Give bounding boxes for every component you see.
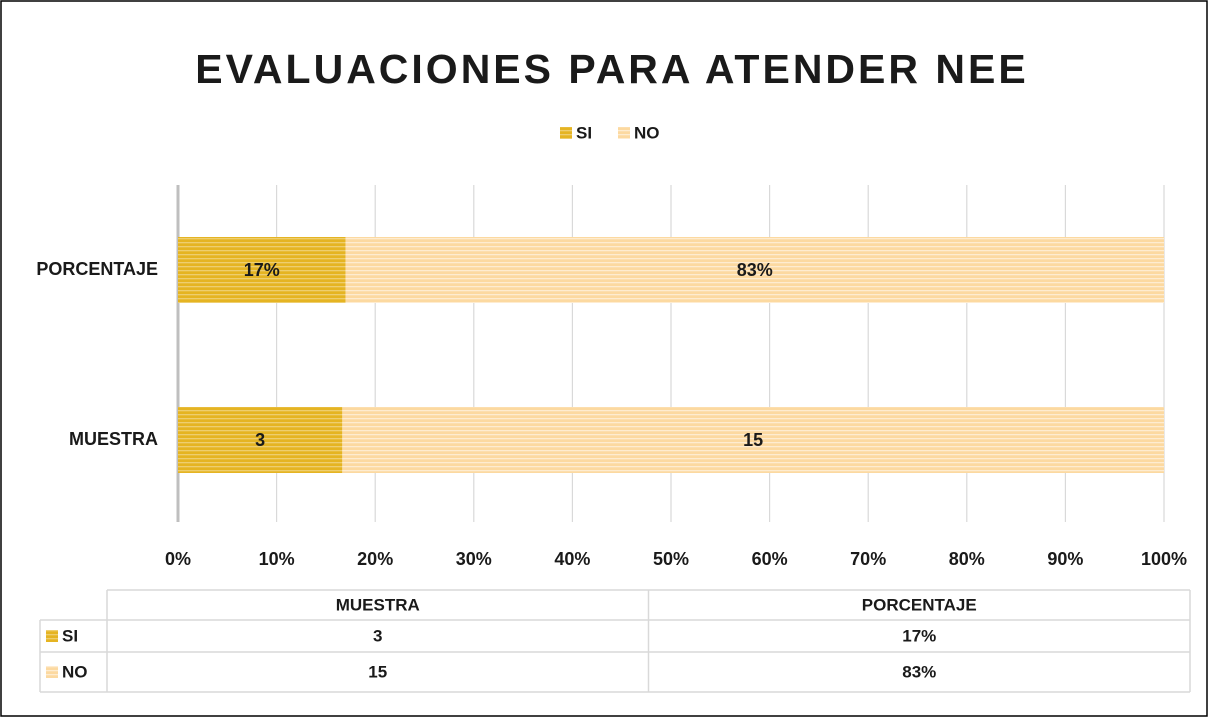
table-cell: 17%	[902, 626, 936, 645]
x-tick-label: 50%	[653, 549, 689, 569]
table-row-label: NO	[62, 662, 88, 681]
data-label: 15	[743, 430, 763, 450]
bar-segment	[345, 237, 1164, 303]
chart-title: EVALUACIONES PARA ATENDER NEE	[195, 46, 1028, 92]
x-tick-label: 100%	[1141, 549, 1187, 569]
legend-label: SI	[576, 123, 592, 142]
x-tick-label: 60%	[752, 549, 788, 569]
bar-segment	[178, 237, 346, 303]
bar-segment	[342, 407, 1164, 473]
x-tick-label: 30%	[456, 549, 492, 569]
data-label: 83%	[737, 260, 773, 280]
table-cell: 15	[368, 662, 387, 681]
x-tick-label: 70%	[850, 549, 886, 569]
category-label: PORCENTAJE	[36, 259, 158, 279]
x-tick-label: 80%	[949, 549, 985, 569]
table-legend-swatch	[46, 666, 58, 678]
table-row-label: SI	[62, 626, 78, 645]
x-tick-label: 40%	[554, 549, 590, 569]
table-cell: 83%	[902, 662, 936, 681]
x-tick-label: 20%	[357, 549, 393, 569]
table-header: MUESTRA	[336, 595, 420, 614]
x-tick-label: 0%	[165, 549, 191, 569]
table-legend-swatch	[46, 630, 58, 642]
legend-label: NO	[634, 123, 660, 142]
x-tick-label: 90%	[1047, 549, 1083, 569]
category-label: MUESTRA	[69, 429, 158, 449]
table-header: PORCENTAJE	[862, 595, 977, 614]
table-cell: 3	[373, 626, 382, 645]
legend-swatch	[560, 127, 572, 139]
bar-segment	[178, 407, 343, 473]
data-label: 17%	[244, 260, 280, 280]
x-tick-label: 10%	[259, 549, 295, 569]
legend-swatch	[618, 127, 630, 139]
data-label: 3	[255, 430, 265, 450]
